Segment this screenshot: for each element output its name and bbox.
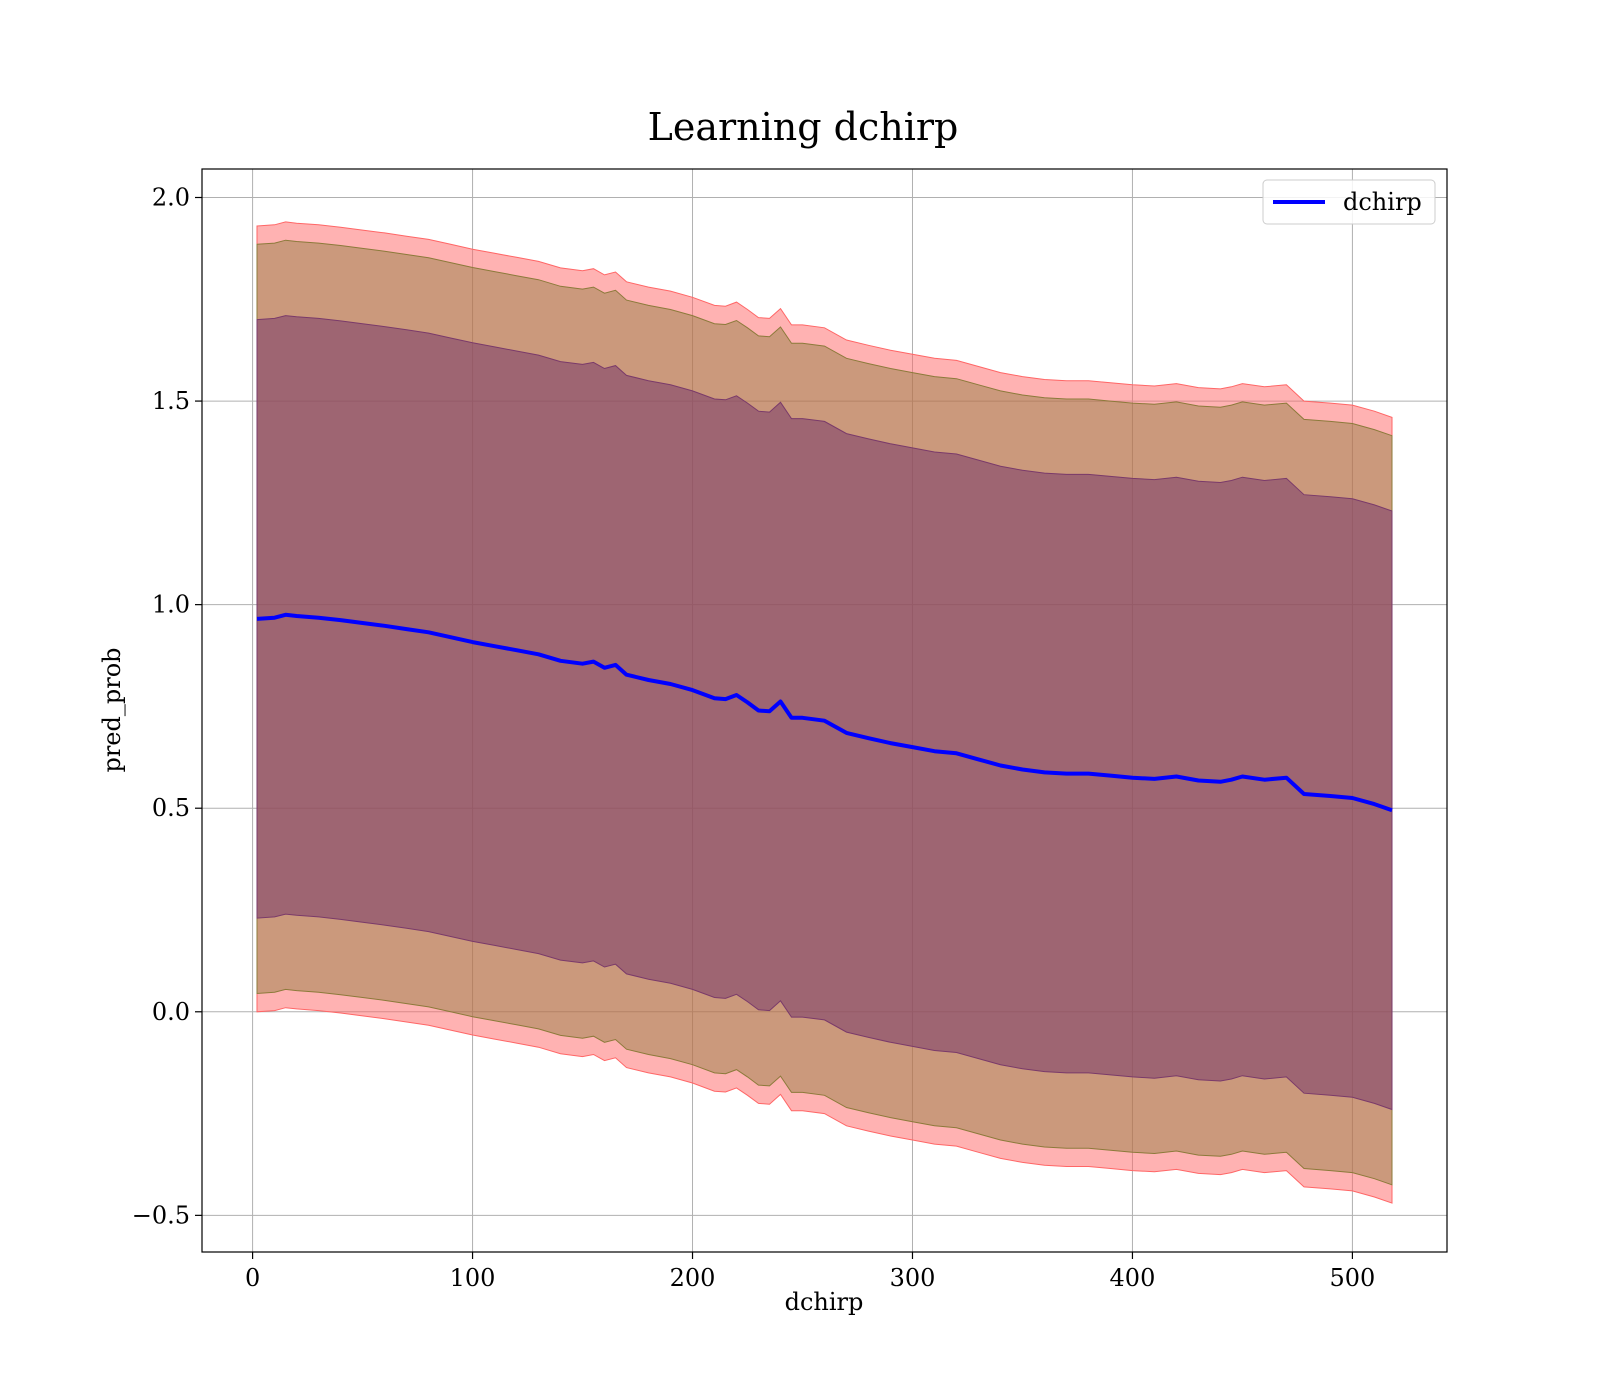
x-tick-label-4: 400 [1110, 1264, 1156, 1292]
legend-label: dchirp [1343, 188, 1422, 216]
chart-title: Learning dchirp [648, 105, 959, 149]
series-lines [256, 612, 1393, 813]
x-tick-label-0: 0 [245, 1264, 260, 1292]
y-tick-label-1: 0.0 [152, 998, 190, 1026]
x-axis-ticks: 0 100 200 300 400 500 [245, 1252, 1375, 1292]
y-axis-ticks: −0.5 0.0 0.5 1.0 1.5 2.0 [132, 184, 202, 1229]
confidence-band-2 [256, 315, 1393, 1111]
x-axis-label: dchirp [785, 1288, 864, 1316]
x-tick-label-1: 100 [450, 1264, 496, 1292]
legend-frame [1262, 179, 1436, 225]
y-tick-label-2: 0.5 [152, 794, 190, 822]
y-tick-label-5: 2.0 [152, 184, 190, 212]
x-tick-label-3: 300 [890, 1264, 936, 1292]
series-line-dchirp [256, 612, 1393, 813]
x-tick-label-2: 200 [670, 1264, 716, 1292]
y-tick-label-0: −0.5 [132, 1201, 190, 1229]
plot-frame [201, 168, 1448, 1253]
legend: dchirp [1262, 179, 1436, 225]
y-axis-label: pred_prob [98, 647, 126, 772]
y-tick-label-3: 1.0 [152, 591, 190, 619]
x-tick-label-5: 500 [1330, 1264, 1376, 1292]
confidence-bands [256, 221, 1393, 1204]
y-tick-label-4: 1.5 [152, 387, 190, 415]
